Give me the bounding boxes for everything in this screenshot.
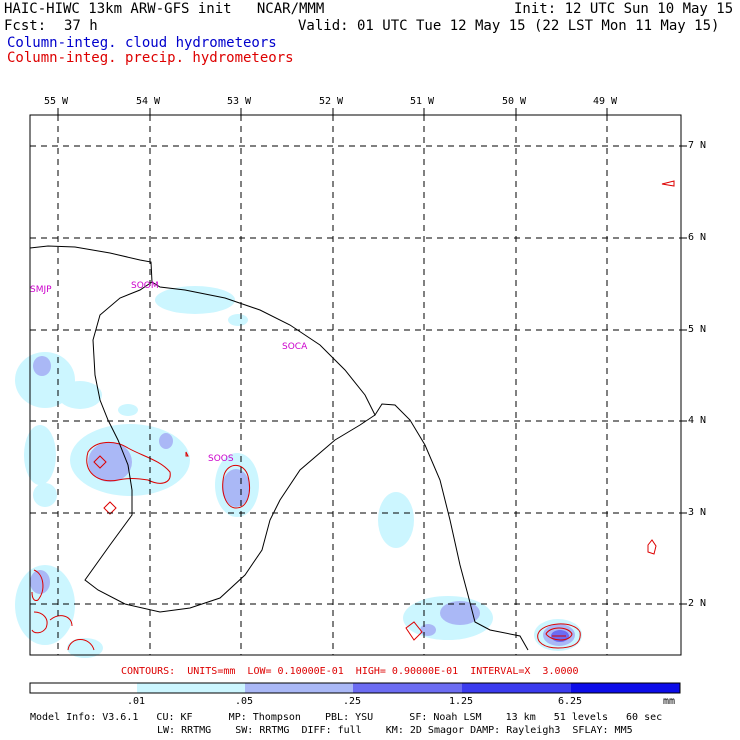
colorbar-box	[245, 683, 353, 693]
cloud-area	[420, 624, 436, 636]
colorbar-box	[462, 683, 571, 693]
colorbar	[29, 682, 681, 694]
field-label-precip: Column-integ. precip. hydrometeors	[7, 50, 294, 66]
station-label: SOOS	[208, 454, 234, 464]
cloud-area	[33, 483, 57, 507]
lon-label: 53 W	[227, 96, 252, 107]
map-frame	[29, 114, 682, 656]
model-info-line2: LW: RRTMG SW: RRTMG DIFF: full KM: 2D Sm…	[157, 725, 633, 736]
lon-label: 52 W	[319, 96, 344, 107]
colorbar-box	[353, 683, 462, 693]
contour-info: CONTOURS: UNITS=mm LOW= 0.10000E-01 HIGH…	[121, 666, 579, 677]
cloud-area	[222, 469, 250, 507]
precip-contour	[86, 442, 171, 484]
colorbar-outline	[29, 682, 681, 694]
init-time: Init: 12 UTC Sun 10 May 15	[514, 1, 734, 17]
cloud-area	[24, 425, 56, 485]
plot-title: HAIC-HIWC 13km ARW-GFS init NCAR/MMM	[4, 1, 325, 17]
cloud-area	[88, 442, 132, 482]
cloud-area	[33, 356, 51, 376]
precip-contour	[103, 501, 117, 515]
colorbar-label: .25	[343, 696, 362, 707]
cloud-area	[228, 314, 248, 326]
cloud-area	[440, 601, 480, 625]
station-label: SOOM	[131, 281, 159, 291]
lat-label: 5 N	[688, 324, 707, 335]
field-label-cloud: Column-integ. cloud hydrometeors	[7, 35, 277, 51]
precip-contours	[31, 180, 675, 651]
cloud-area	[67, 638, 103, 658]
precip-contour	[31, 611, 48, 634]
lat-label: 3 N	[688, 507, 707, 518]
cloud-area	[58, 381, 102, 409]
precip-contour	[31, 569, 44, 601]
frame-ticks	[57, 108, 687, 605]
lat-lon-grid	[30, 115, 681, 655]
colorbar-label: 1.25	[449, 696, 474, 707]
colorbar-label: 6.25	[558, 696, 583, 707]
precip-contour	[49, 615, 73, 627]
colorbar-units: mm	[663, 696, 676, 707]
lon-label: 55 W	[44, 96, 69, 107]
lon-label: 49 W	[593, 96, 618, 107]
lon-label: 54 W	[136, 96, 161, 107]
station-label: SOCA	[282, 342, 308, 352]
coastline	[29, 245, 529, 651]
precip-contour	[661, 180, 675, 187]
precip-contour	[545, 627, 573, 641]
cloud-area	[30, 570, 50, 594]
lat-label: 2 N	[688, 598, 707, 609]
cloud-area	[159, 433, 173, 449]
precip-contour	[67, 639, 95, 651]
valid-time: Valid: 01 UTC Tue 12 May 15 (22 LST Mon …	[298, 18, 720, 34]
precip-contour	[647, 539, 657, 555]
forecast-hour: 37 h	[64, 18, 98, 34]
colorbar-box	[137, 683, 245, 693]
precip-contour	[185, 451, 189, 457]
forecast-label: Fcst:	[4, 18, 47, 34]
cloud-area	[118, 404, 138, 416]
lat-label: 7 N	[688, 140, 707, 151]
lon-label: 51 W	[410, 96, 435, 107]
model-info-line1: Model Info: V3.6.1 CU: KF MP: Thompson P…	[30, 712, 663, 723]
station-label: SMJP	[30, 285, 52, 295]
cloud-area	[378, 492, 414, 548]
colorbar-label: .01	[127, 696, 146, 707]
precip-contour	[405, 621, 423, 641]
precip-contour	[537, 623, 581, 649]
lon-label: 50 W	[502, 96, 527, 107]
precip-contour	[93, 455, 107, 469]
colorbar-box	[30, 683, 137, 693]
lat-label: 6 N	[688, 232, 707, 243]
coastlines	[29, 245, 529, 651]
cloud-area	[155, 286, 235, 314]
colorbar-box	[571, 683, 680, 693]
border	[84, 281, 376, 613]
lat-label: 4 N	[688, 415, 707, 426]
precip-contour	[222, 464, 250, 509]
colorbar-label: .05	[235, 696, 254, 707]
